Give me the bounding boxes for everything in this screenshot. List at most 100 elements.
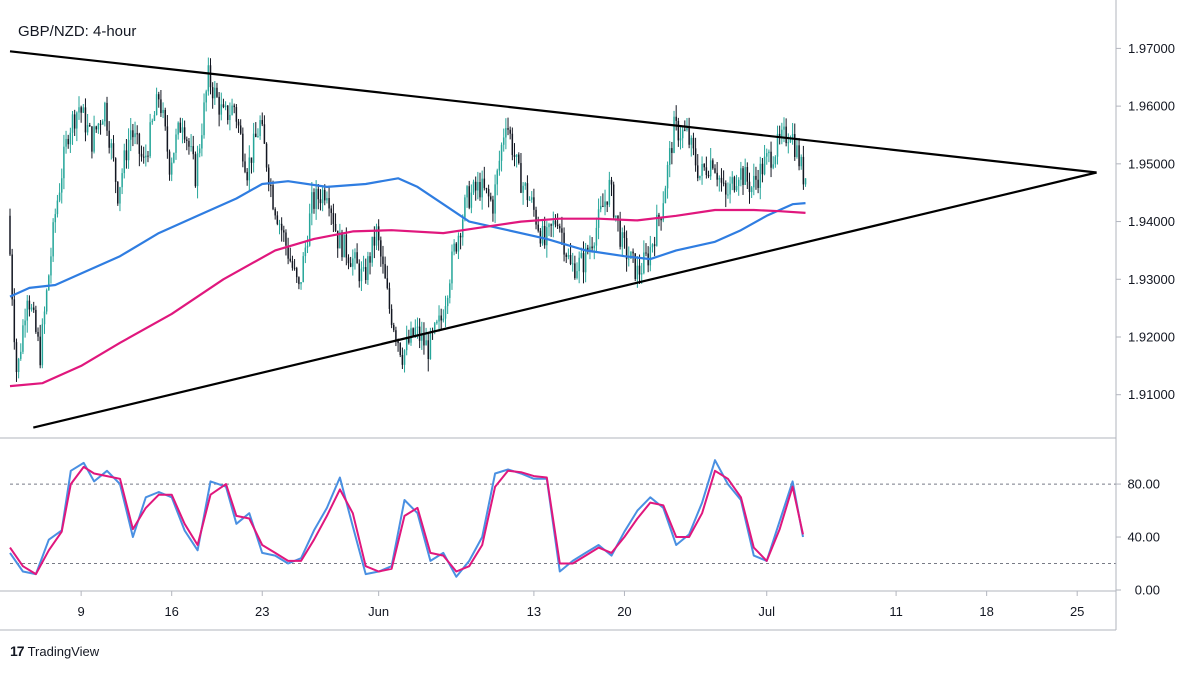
candle-body [119, 187, 121, 204]
candle-body [746, 167, 749, 182]
candle-body [466, 186, 468, 198]
stochastic-pane[interactable] [9, 459, 1116, 578]
candle-body [35, 309, 37, 332]
candle-body [373, 236, 376, 246]
candle-body [520, 163, 522, 193]
candle-body [235, 107, 238, 122]
candle-body [530, 197, 533, 200]
candle-body [56, 200, 59, 215]
candle-body [50, 256, 52, 276]
candle-body [556, 224, 559, 227]
candle-body [108, 130, 110, 148]
candle-body [656, 214, 658, 246]
candle-body [341, 232, 343, 258]
candle-body [298, 277, 300, 285]
candle-body [735, 186, 738, 191]
candle-body [653, 244, 656, 246]
candle-body [311, 192, 313, 214]
candle-body [106, 102, 108, 131]
candle-body [673, 116, 675, 153]
candle-body [248, 157, 251, 181]
candle-body [470, 192, 473, 208]
candle-body [123, 150, 126, 174]
candle-body [461, 219, 464, 238]
candle-body [91, 126, 93, 152]
candle-body [39, 336, 41, 366]
candle-body [694, 148, 697, 166]
candle-body [492, 199, 494, 214]
candle-body [166, 126, 169, 152]
candle-body [24, 320, 26, 326]
candle-body [502, 137, 505, 145]
candle-body [740, 168, 742, 180]
price-tick-label: 1.97000 [1128, 41, 1175, 56]
candle-body [302, 256, 304, 283]
candle-body [509, 129, 511, 134]
candle-body [250, 157, 253, 163]
candle-body [354, 252, 356, 259]
candle-body [632, 251, 634, 254]
candle-body [662, 203, 665, 221]
chart-title: GBP/NZD: 4-hour [18, 23, 136, 40]
candle-body [651, 244, 654, 248]
candle-body [621, 232, 624, 247]
price-pane[interactable] [9, 50, 1097, 429]
candle-body [384, 264, 386, 279]
candle-body [127, 139, 130, 161]
candle-body [330, 208, 332, 213]
date-tick-label: 16 [164, 604, 178, 619]
candle-body [692, 137, 695, 149]
candle-body [289, 258, 292, 262]
candle-body [375, 226, 378, 246]
candle-body [84, 107, 87, 133]
candle-body [645, 252, 647, 254]
candle-body [630, 251, 632, 259]
candle-body [464, 197, 466, 220]
candle-body [496, 170, 498, 185]
candle-body [744, 167, 746, 185]
candle-body [80, 107, 82, 113]
candle-body [781, 129, 783, 138]
candle-body [455, 243, 458, 252]
stochastic-d-line [9, 465, 804, 576]
candle-body [505, 128, 507, 138]
candle-body [576, 271, 578, 279]
candle-body [429, 331, 432, 360]
tradingview-brand[interactable]: 17 TradingView [10, 643, 99, 659]
stochastic-k-line [9, 459, 804, 578]
candle-body [60, 178, 63, 193]
candle-body [145, 155, 147, 158]
candle-body [73, 114, 76, 129]
candle-body [634, 253, 636, 279]
candle-body [30, 307, 33, 310]
candle-body [602, 205, 604, 207]
candle-body [742, 168, 744, 185]
candle-body [522, 185, 524, 193]
candle-body [71, 114, 74, 133]
candle-body [28, 300, 31, 310]
candle-body [308, 213, 311, 246]
moving-average-blue [9, 177, 806, 298]
candle-body [360, 268, 363, 282]
candle-body [293, 267, 296, 269]
candle-body [418, 326, 421, 341]
candle-body [336, 230, 339, 249]
candle-body [390, 308, 393, 325]
candle-body [412, 328, 414, 336]
candle-body [175, 134, 177, 153]
candle-body [707, 175, 710, 177]
candle-body [750, 187, 753, 193]
candle-body [32, 307, 35, 310]
candle-body [748, 181, 751, 193]
candlesticks [9, 57, 807, 382]
candle-body [134, 133, 136, 138]
candle-body [259, 120, 261, 137]
date-tick-label: 25 [1070, 604, 1084, 619]
candle-body [151, 120, 154, 123]
candle-body [278, 223, 281, 225]
price-tick-label: 1.92000 [1128, 329, 1175, 344]
candle-body [233, 105, 235, 108]
candle-body [791, 134, 794, 140]
candle-body [198, 148, 201, 154]
candle-body [526, 183, 529, 201]
